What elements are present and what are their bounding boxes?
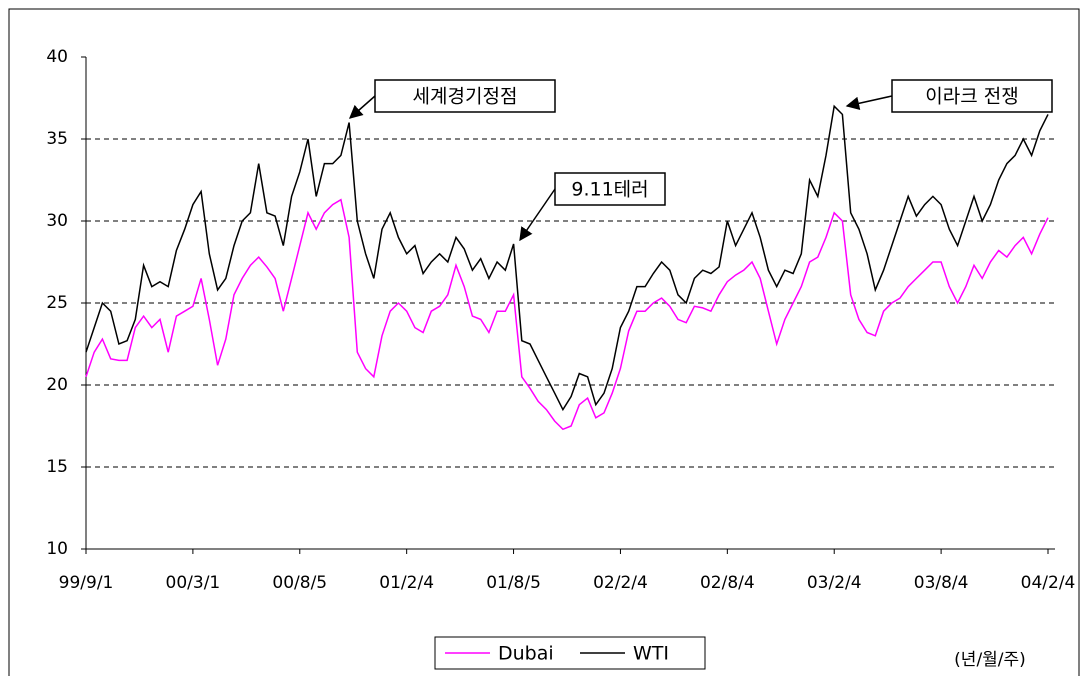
annotation-arrow bbox=[348, 95, 376, 119]
y-tick-label: 30 bbox=[46, 211, 68, 231]
x-tick-label: 03/2/4 bbox=[807, 573, 862, 593]
y-tick-label: 25 bbox=[46, 293, 68, 313]
annotation-arrow bbox=[845, 95, 893, 110]
y-tick-label: 35 bbox=[46, 129, 68, 149]
x-tick-label: 00/8/5 bbox=[272, 573, 327, 593]
x-tick-label: 00/3/1 bbox=[166, 573, 221, 593]
legend bbox=[434, 636, 706, 670]
x-tick-label: 99/9/1 bbox=[59, 573, 114, 593]
y-tick-label: 15 bbox=[46, 457, 68, 477]
x-tick-label: 01/2/4 bbox=[379, 573, 434, 593]
annotation-box bbox=[891, 79, 1053, 113]
y-tick-label: 20 bbox=[46, 375, 68, 395]
line-wti bbox=[85, 104, 1049, 412]
annotation-box bbox=[554, 172, 666, 206]
frame bbox=[8, 8, 1080, 680]
x-tick-label: 02/2/4 bbox=[593, 573, 648, 593]
y-tick-label: 40 bbox=[46, 47, 68, 67]
annotation-box bbox=[374, 79, 556, 113]
annotation: 이라크 전쟁 bbox=[925, 86, 1018, 108]
x-unit: (년/월/주) bbox=[954, 650, 1026, 670]
legend-label: Dubai bbox=[498, 643, 554, 665]
x-tick-label: 02/8/4 bbox=[700, 573, 755, 593]
annotation-arrow bbox=[519, 188, 556, 242]
x-tick-label: 03/8/4 bbox=[914, 573, 969, 593]
y-tick-label: 10 bbox=[46, 539, 68, 559]
x-tick-label: 04/2/4 bbox=[1021, 573, 1076, 593]
annotation: 세계경기정점 bbox=[413, 86, 518, 108]
legend-label: WTI bbox=[633, 643, 669, 665]
annotation: 9.11테러 bbox=[571, 179, 648, 201]
x-tick-label: 01/8/5 bbox=[486, 573, 541, 593]
line-dubai bbox=[85, 198, 1049, 431]
